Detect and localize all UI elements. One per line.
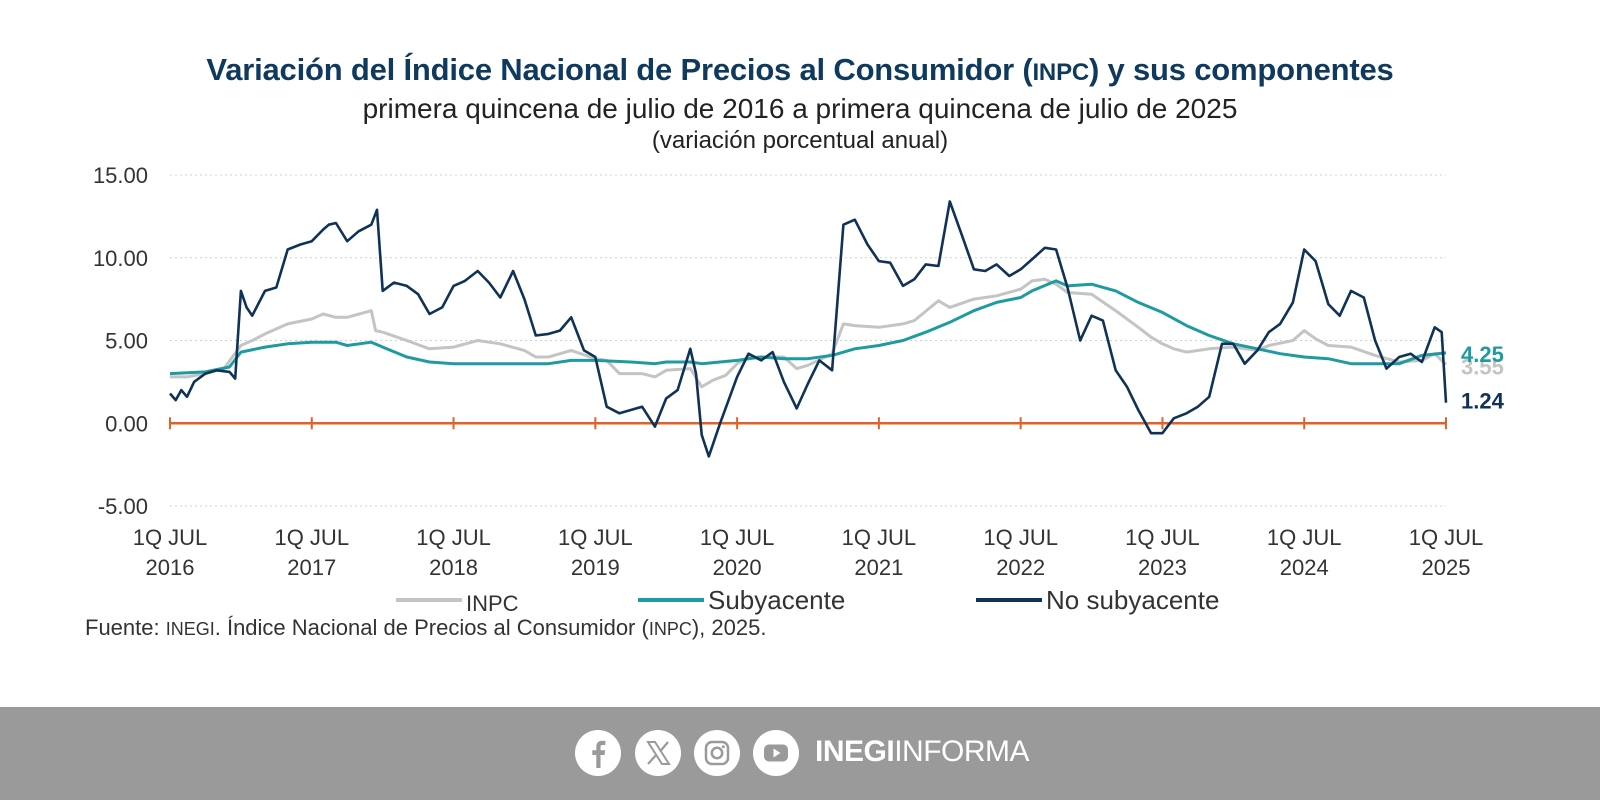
title-prefix: Variación del Índice Nacional de Precios… bbox=[206, 52, 1033, 87]
youtube-icon[interactable] bbox=[753, 730, 799, 776]
end-label-inpc: 3.55 bbox=[1461, 354, 1504, 379]
series-line-subyacente bbox=[169, 279, 1447, 376]
chart-subtitle: primera quincena de julio de 2016 a prim… bbox=[362, 93, 1238, 124]
x-tick-label-line2: 2024 bbox=[1280, 555, 1329, 580]
legend-label-no-subyacente: No subyacente bbox=[1046, 584, 1220, 615]
x-tick-label-line1: 1Q JUL bbox=[1267, 525, 1342, 550]
x-icon[interactable] bbox=[635, 730, 681, 776]
x-tick-label-line1: 1Q JUL bbox=[133, 525, 208, 550]
x-tick-label-line1: 1Q JUL bbox=[983, 525, 1058, 550]
legend-subyacente: Subyacente bbox=[638, 583, 845, 617]
x-tick-label-line1: 1Q JUL bbox=[700, 525, 775, 550]
legend-swatch-subyacente bbox=[638, 598, 704, 602]
y-tick-label: 15.00 bbox=[93, 163, 148, 188]
source-org: INEGI bbox=[165, 619, 215, 639]
x-tick-label-line2: 2020 bbox=[713, 555, 762, 580]
footer-bar: INEGIINFORMA bbox=[0, 707, 1600, 800]
series-line-no-subyacente bbox=[169, 200, 1448, 458]
legend-label-subyacente: Subyacente bbox=[708, 584, 846, 615]
title-abbr: INPC bbox=[1032, 59, 1090, 86]
source-suffix: ), 2025. bbox=[691, 615, 767, 640]
legend-swatch-inpc bbox=[396, 598, 462, 602]
legend-label-inpc: INPC bbox=[466, 591, 519, 616]
source-middle: . Índice Nacional de Precios al Consumid… bbox=[214, 615, 649, 640]
instagram-icon[interactable] bbox=[694, 730, 740, 776]
x-tick-label-line1: 1Q JUL bbox=[1125, 525, 1200, 550]
x-tick-label-line2: 2017 bbox=[287, 555, 336, 580]
source-note: Fuente: INEGI. Índice Nacional de Precio… bbox=[85, 615, 766, 641]
end-label-subyacente: 4.25 bbox=[1461, 342, 1504, 367]
legend-swatch-no-subyacente bbox=[976, 598, 1042, 602]
legend-no-subyacente: No subyacente bbox=[976, 583, 1219, 617]
x-tick-label-line1: 1Q JUL bbox=[558, 525, 633, 550]
facebook-icon[interactable] bbox=[575, 730, 621, 776]
brand-bold: INEGI bbox=[815, 735, 895, 768]
x-tick-label-line2: 2018 bbox=[429, 555, 478, 580]
brand-inegi-informa: INEGIINFORMA bbox=[815, 735, 1030, 769]
x-tick-label-line2: 2022 bbox=[996, 555, 1045, 580]
x-tick-label-line1: 1Q JUL bbox=[842, 525, 917, 550]
source-prefix: Fuente: bbox=[85, 615, 166, 640]
x-tick-label-line1: 1Q JUL bbox=[274, 525, 349, 550]
y-tick-label: 10.00 bbox=[93, 246, 148, 271]
x-tick-label-line2: 2019 bbox=[571, 555, 620, 580]
title-suffix: ) y sus componentes bbox=[1089, 52, 1394, 87]
chart-units: (variación porcentual anual) bbox=[651, 127, 949, 154]
series-line-inpc bbox=[170, 277, 1448, 389]
source-abbr: INPC bbox=[648, 619, 692, 639]
line-chart: 15.00 10.00 5.00 0.00 -5.00 1Q JUL 2016 1Q JUL 2… bbox=[93, 163, 1505, 580]
brand-light: INFORMA bbox=[894, 735, 1030, 768]
legend-inpc: INPC bbox=[396, 583, 519, 617]
y-tick-label: 5.00 bbox=[105, 329, 148, 354]
chart-title: Variación del Índice Nacional de Precios… bbox=[0, 52, 1600, 88]
x-tick-label-line1: 1Q JUL bbox=[1409, 525, 1484, 550]
x-tick-label-line2: 2023 bbox=[1138, 555, 1187, 580]
y-tick-label: 0.00 bbox=[105, 411, 148, 436]
end-label-no-subyacente: 1.24 bbox=[1461, 389, 1505, 414]
x-tick-label-line2: 2016 bbox=[146, 555, 195, 580]
x-tick-label-line1: 1Q JUL bbox=[416, 525, 491, 550]
x-tick-label-line2: 2025 bbox=[1422, 555, 1471, 580]
x-tick-label-line2: 2021 bbox=[854, 555, 903, 580]
y-tick-label: -5.00 bbox=[98, 494, 148, 519]
